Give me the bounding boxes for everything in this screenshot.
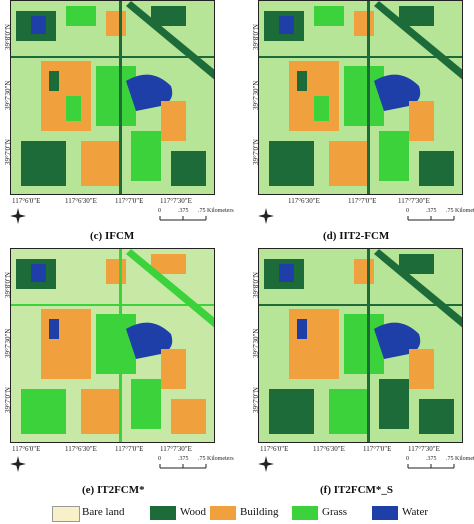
lat-label: 39°7'30"N <box>4 80 12 110</box>
legend-swatch <box>52 506 80 522</box>
panel-caption: (e) IT2FCM* <box>82 484 145 496</box>
lat-label: 39°8'0"N <box>252 24 260 50</box>
lat-label: 39°7'30"N <box>252 328 260 358</box>
legend-swatch <box>150 506 176 520</box>
north-arrow-icon <box>10 208 26 224</box>
lat-label: 39°7'0"N <box>4 139 12 165</box>
scale-zero: 0 <box>406 456 409 462</box>
scale-zero: 0 <box>406 208 409 214</box>
scale-end: .75 Kilometers <box>446 456 474 462</box>
scale-zero: 0 <box>158 456 161 462</box>
lon-label: 117°6'30"E <box>288 197 320 205</box>
lat-label: 39°7'0"N <box>4 387 12 413</box>
lon-label: 117°6'0"E <box>260 445 289 453</box>
lon-label: 117°7'30"E <box>398 197 430 205</box>
lat-label: 39°8'0"N <box>252 272 260 298</box>
land-cover-map <box>259 249 462 442</box>
legend-label: Building <box>240 506 279 518</box>
lon-label: 117°7'30"E <box>160 445 192 453</box>
lat-label: 39°7'0"N <box>252 139 260 165</box>
legend-item-grass: Grass <box>292 506 367 520</box>
scale-bar <box>407 216 455 221</box>
lat-label: 39°8'0"N <box>4 272 12 298</box>
legend-item-building: Building <box>210 506 300 520</box>
lon-label: 117°7'0"E <box>115 197 144 205</box>
lat-label: 39°7'0"N <box>252 387 260 413</box>
scale-bar <box>159 464 207 469</box>
legend-swatch <box>372 506 398 520</box>
scale-end: .75 Kilometers <box>198 456 234 462</box>
lat-label: 39°7'30"N <box>4 328 12 358</box>
classification-map <box>10 248 215 443</box>
legend: Bare land Wood Building Grass Water <box>52 503 474 522</box>
lon-label: 117°7'0"E <box>115 445 144 453</box>
scale-mid: .375 <box>426 208 437 214</box>
legend-item-wood: Wood <box>150 506 220 520</box>
scale-mid: .375 <box>178 208 189 214</box>
lon-label: 117°7'0"E <box>348 197 377 205</box>
legend-label: Bare land <box>82 506 125 518</box>
lon-label: 117°6'30"E <box>313 445 345 453</box>
classification-map <box>10 0 215 195</box>
legend-label: Grass <box>322 506 348 518</box>
scale-bar <box>159 216 207 221</box>
land-cover-map <box>11 1 214 194</box>
legend-swatch <box>292 506 318 520</box>
north-arrow-icon <box>258 208 274 224</box>
lon-label: 117°7'30"E <box>160 197 192 205</box>
scale-end: .75 Kilometers <box>446 208 474 214</box>
lon-label: 117°6'0"E <box>12 445 41 453</box>
lon-label: 117°6'30"E <box>65 445 97 453</box>
legend-item-bare-land: Bare land <box>52 506 142 522</box>
scale-mid: .375 <box>426 456 437 462</box>
land-cover-map <box>11 249 214 442</box>
panel-caption: (c) IFCM <box>90 230 135 242</box>
scale-bar <box>407 464 455 469</box>
scale-zero: 0 <box>158 208 161 214</box>
land-cover-map <box>259 1 462 194</box>
north-arrow-icon <box>10 456 26 472</box>
legend-item-water: Water <box>372 506 462 520</box>
legend-swatch <box>210 506 236 520</box>
lon-label: 117°6'30"E <box>65 197 97 205</box>
lat-label: 39°8'0"N <box>4 24 12 50</box>
panel-caption: (f) IT2FCM*_S <box>320 484 394 496</box>
north-arrow-icon <box>258 456 274 472</box>
classification-map <box>258 248 463 443</box>
lon-label: 117°6'0"E <box>12 197 41 205</box>
lon-label: 117°7'0"E <box>363 445 392 453</box>
classification-map <box>258 0 463 195</box>
scale-end: .75 Kilometers <box>198 208 234 214</box>
legend-label: Water <box>402 506 428 518</box>
scale-mid: .375 <box>178 456 189 462</box>
lon-label: 117°7'30"E <box>408 445 440 453</box>
legend-label: Wood <box>180 506 207 518</box>
panel-caption: (d) IIT2-FCM <box>323 230 390 242</box>
lat-label: 39°7'30"N <box>252 80 260 110</box>
